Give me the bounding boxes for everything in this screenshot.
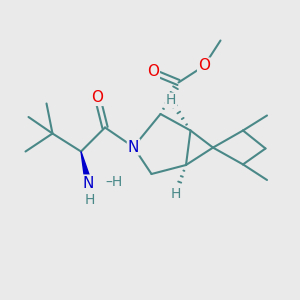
Text: O: O [147, 64, 159, 80]
Text: H: H [85, 193, 95, 206]
Text: N: N [128, 140, 139, 154]
Text: N: N [83, 176, 94, 190]
Text: O: O [198, 58, 210, 74]
Text: –H: –H [105, 175, 122, 188]
Text: O: O [92, 90, 104, 105]
Text: H: H [170, 187, 181, 200]
Text: H: H [166, 94, 176, 107]
Polygon shape [81, 152, 92, 184]
